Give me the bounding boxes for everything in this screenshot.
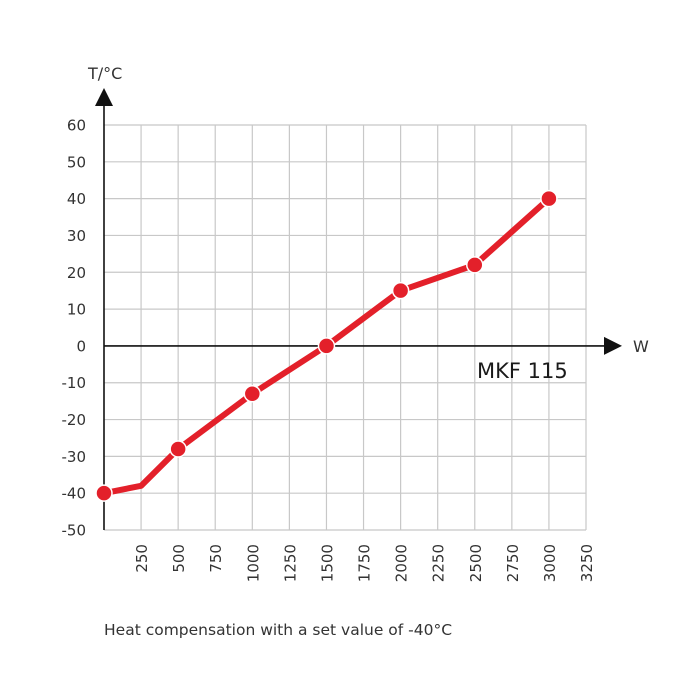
x-tick-label-1500: 1500: [318, 544, 336, 582]
y-tick-label-10: 10: [67, 301, 86, 319]
x-tick-label-750: 750: [207, 544, 225, 573]
data-point-3000: [540, 189, 558, 208]
x-tick-label-2750: 2750: [504, 544, 522, 582]
y-tick-label-40: 40: [67, 190, 86, 208]
x-tick-label-2500: 2500: [467, 544, 485, 582]
grid: [104, 124, 587, 531]
data-point-1000: [243, 385, 262, 403]
y-tick-label-60: 60: [67, 117, 86, 135]
data-point-2500: [466, 256, 484, 274]
x-tick-label-1250: 1250: [281, 544, 299, 582]
y-tick-label--20: -20: [62, 411, 87, 429]
y-tick-label--30: -30: [62, 448, 87, 466]
x-axis-arrow: [604, 336, 622, 355]
y-tick-label--40: -40: [62, 485, 87, 503]
x-tick-label-2000: 2000: [393, 544, 411, 582]
x-tick-label-500: 500: [170, 544, 188, 573]
y-tick-label--50: -50: [62, 522, 87, 540]
x-tick-label-1750: 1750: [356, 544, 374, 582]
x-tick-label-2250: 2250: [430, 544, 448, 582]
axes: [95, 88, 622, 530]
x-tick-label-1000: 1000: [244, 544, 262, 582]
chart-caption: Heat compensation with a set value of -4…: [104, 621, 452, 639]
y-tick-label--10: -10: [62, 374, 87, 392]
tick-labels: 60 50 40 30 20 10 0 -10 -20 -30 -40 -50 250 500 750 100…: [62, 117, 597, 583]
x-tick-label-3250: 3250: [578, 544, 596, 582]
y-tick-label-50: 50: [67, 153, 86, 171]
x-tick-label-3000: 3000: [541, 544, 559, 582]
data-point-1500: [317, 337, 336, 355]
data-point-500: [169, 440, 187, 458]
x-tick-label-250: 250: [133, 544, 151, 573]
x-axis-title: W: [633, 337, 649, 356]
series-label: MKF 115: [477, 359, 568, 383]
y-tick-label-0: 0: [76, 337, 86, 355]
y-axis-arrow: [95, 88, 113, 106]
data-point-2000: [391, 281, 410, 300]
series: [95, 189, 558, 502]
y-tick-label-30: 30: [67, 227, 86, 245]
series-line-0: [101, 195, 552, 497]
y-axis-title: T/°C: [87, 64, 122, 83]
data-point-0: [95, 484, 113, 502]
y-tick-label-20: 20: [67, 264, 86, 282]
